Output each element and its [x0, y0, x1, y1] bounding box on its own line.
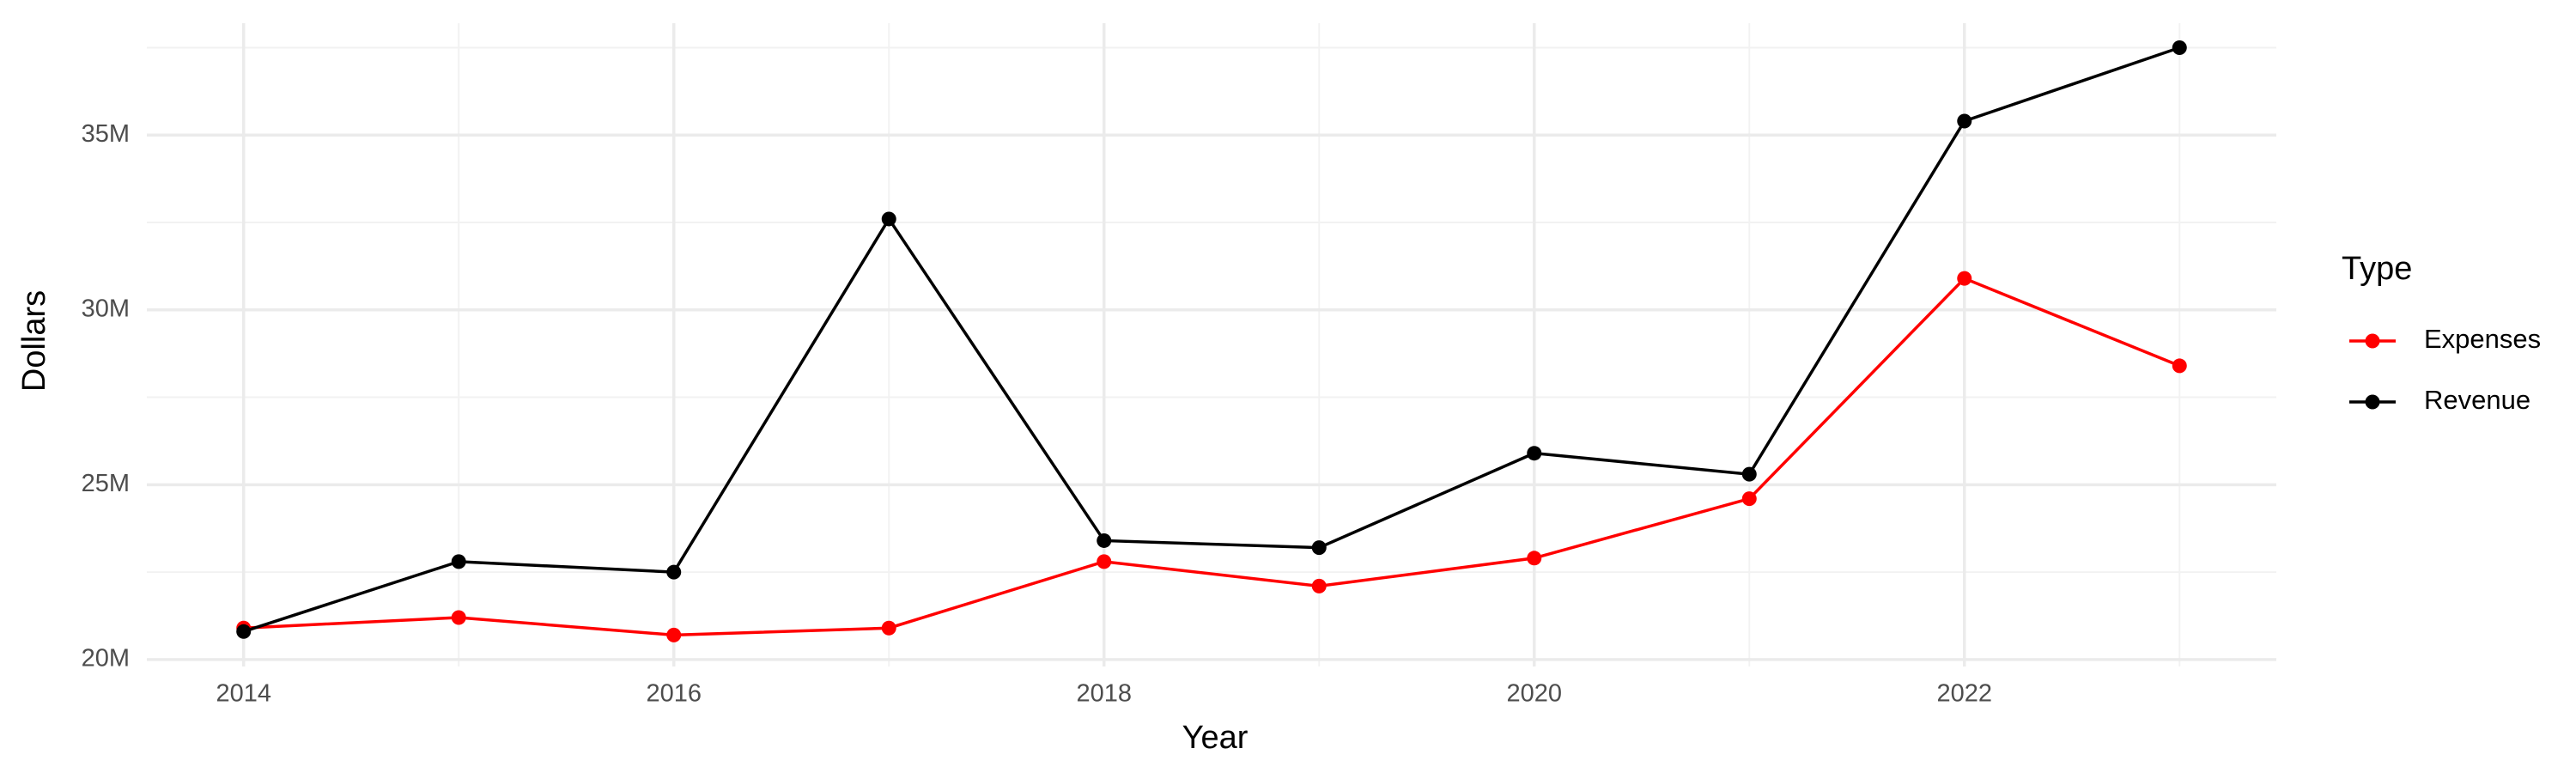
data-point	[881, 620, 896, 636]
data-point	[1097, 554, 1112, 569]
data-point	[236, 624, 252, 639]
series-line	[243, 46, 2180, 633]
y-axis-title: Dollars	[16, 290, 52, 392]
legend-label: Revenue	[2424, 385, 2530, 415]
y-tick-label: 30M	[82, 295, 130, 322]
x-tick-label: 2020	[1506, 680, 1562, 708]
legend-key-point	[2365, 394, 2380, 410]
y-tick-label: 35M	[82, 120, 130, 148]
data-point	[1741, 491, 1757, 507]
data-point	[451, 554, 466, 569]
data-point	[1957, 113, 1972, 129]
grid	[147, 23, 2276, 666]
series-line	[243, 277, 2180, 637]
x-axis-title: Year	[1182, 720, 1249, 756]
y-tick-label: 25M	[82, 470, 130, 497]
legend-title: Type	[2342, 251, 2412, 287]
data-point	[1527, 446, 1542, 461]
y-tick-label: 20M	[82, 645, 130, 673]
data-point	[1311, 578, 1327, 593]
legend-label: Expenses	[2424, 324, 2541, 354]
data-point	[1097, 533, 1112, 548]
x-tick-label: 2014	[216, 680, 271, 708]
data-point	[1957, 271, 1972, 286]
data-point	[451, 610, 466, 625]
x-tick-label: 2016	[646, 680, 702, 708]
legend-key-point	[2365, 333, 2380, 349]
data-point	[1741, 466, 1757, 482]
data-point	[2172, 40, 2187, 55]
x-tick-label: 2022	[1937, 680, 1993, 708]
data-point	[666, 627, 682, 642]
data-point	[2172, 358, 2187, 374]
data-point	[1311, 540, 1327, 556]
data-point	[1527, 551, 1542, 566]
x-tick-label: 2018	[1076, 680, 1132, 708]
data-point	[881, 211, 896, 227]
data-point	[666, 564, 682, 580]
